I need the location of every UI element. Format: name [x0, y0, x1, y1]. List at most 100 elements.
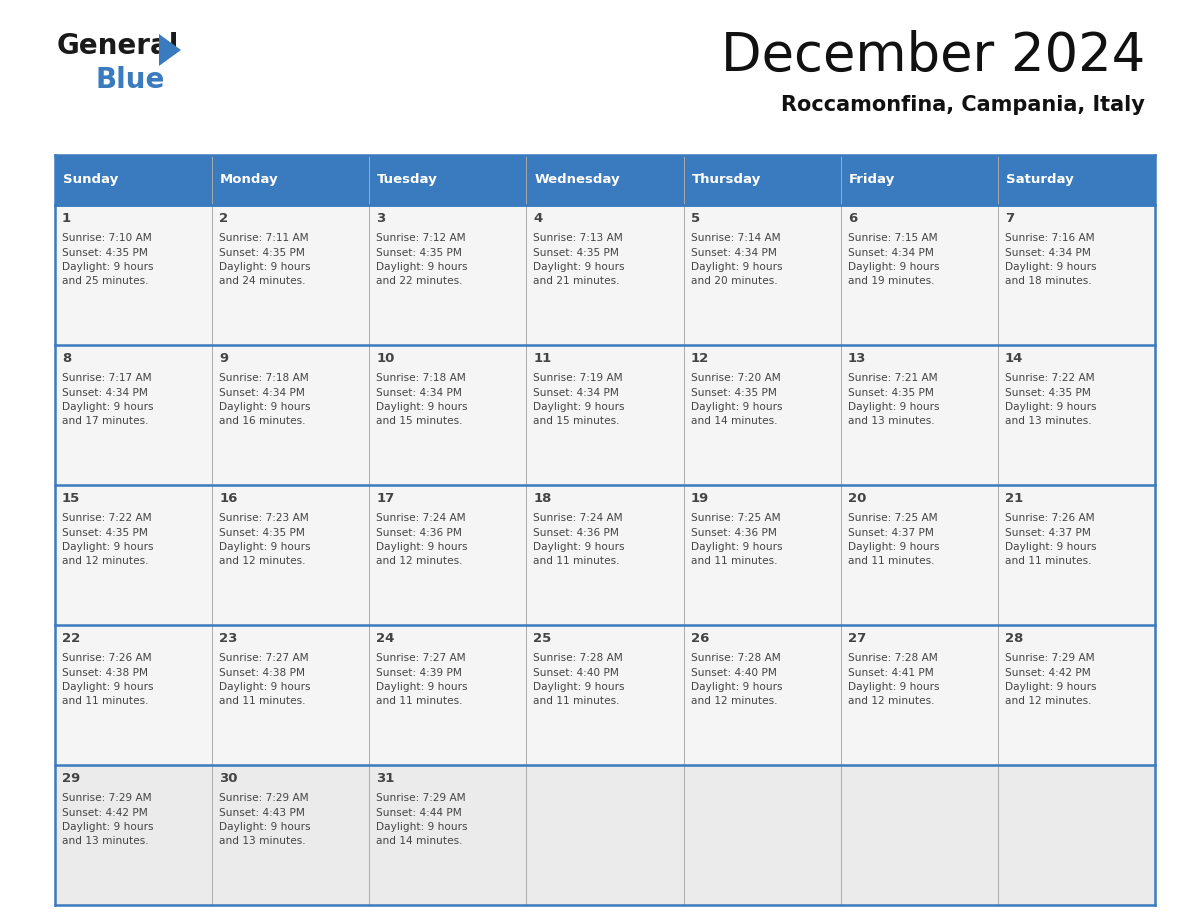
Bar [998, 155, 1155, 205]
Bar [213, 485, 369, 625]
Text: 7: 7 [1005, 212, 1015, 225]
Text: Sunset: 4:34 PM: Sunset: 4:34 PM [1005, 248, 1091, 258]
Bar [213, 625, 369, 765]
Bar [841, 205, 998, 345]
Text: Sunset: 4:36 PM: Sunset: 4:36 PM [690, 528, 777, 538]
Text: Sunrise: 7:11 AM: Sunrise: 7:11 AM [219, 233, 309, 243]
Text: Sunset: 4:35 PM: Sunset: 4:35 PM [848, 387, 934, 397]
Bar [526, 765, 683, 905]
Text: and 11 minutes.: and 11 minutes. [848, 556, 934, 566]
Text: and 20 minutes.: and 20 minutes. [690, 276, 777, 286]
Text: Sunset: 4:42 PM: Sunset: 4:42 PM [1005, 667, 1091, 677]
Bar [369, 765, 526, 905]
Bar [526, 155, 683, 205]
Text: Sunset: 4:41 PM: Sunset: 4:41 PM [848, 667, 934, 677]
Text: 23: 23 [219, 632, 238, 645]
Text: and 16 minutes.: and 16 minutes. [219, 417, 305, 427]
Bar [841, 485, 998, 625]
Text: Sunset: 4:35 PM: Sunset: 4:35 PM [62, 528, 147, 538]
Text: 14: 14 [1005, 352, 1023, 365]
Bar [369, 485, 526, 625]
Text: Daylight: 9 hours: Daylight: 9 hours [533, 542, 625, 552]
Text: Sunset: 4:38 PM: Sunset: 4:38 PM [219, 667, 305, 677]
Text: Daylight: 9 hours: Daylight: 9 hours [848, 682, 940, 692]
Text: 9: 9 [219, 352, 228, 365]
Bar [841, 345, 998, 485]
Text: Sunrise: 7:21 AM: Sunrise: 7:21 AM [848, 373, 937, 383]
Text: Daylight: 9 hours: Daylight: 9 hours [62, 402, 153, 412]
Text: and 13 minutes.: and 13 minutes. [1005, 417, 1092, 427]
Text: 25: 25 [533, 632, 551, 645]
Text: Sunset: 4:35 PM: Sunset: 4:35 PM [377, 248, 462, 258]
Text: Sunrise: 7:18 AM: Sunrise: 7:18 AM [219, 373, 309, 383]
Text: and 13 minutes.: and 13 minutes. [62, 836, 148, 846]
Text: 6: 6 [848, 212, 857, 225]
Text: Daylight: 9 hours: Daylight: 9 hours [1005, 402, 1097, 412]
Text: 13: 13 [848, 352, 866, 365]
Text: Daylight: 9 hours: Daylight: 9 hours [219, 542, 310, 552]
Bar [683, 345, 841, 485]
Text: Daylight: 9 hours: Daylight: 9 hours [62, 822, 153, 832]
Bar [55, 765, 213, 905]
Text: Sunrise: 7:25 AM: Sunrise: 7:25 AM [690, 513, 781, 523]
Text: Sunset: 4:36 PM: Sunset: 4:36 PM [533, 528, 619, 538]
Text: Daylight: 9 hours: Daylight: 9 hours [690, 262, 782, 272]
Text: Daylight: 9 hours: Daylight: 9 hours [848, 542, 940, 552]
Text: Sunrise: 7:18 AM: Sunrise: 7:18 AM [377, 373, 466, 383]
Text: Sunset: 4:34 PM: Sunset: 4:34 PM [533, 387, 619, 397]
Text: Sunset: 4:40 PM: Sunset: 4:40 PM [533, 667, 619, 677]
Bar [55, 485, 213, 625]
Text: Roccamonfina, Campania, Italy: Roccamonfina, Campania, Italy [782, 95, 1145, 115]
Text: Daylight: 9 hours: Daylight: 9 hours [62, 262, 153, 272]
Text: Sunrise: 7:27 AM: Sunrise: 7:27 AM [377, 653, 466, 663]
Text: Sunset: 4:34 PM: Sunset: 4:34 PM [219, 387, 305, 397]
Text: Sunset: 4:44 PM: Sunset: 4:44 PM [377, 808, 462, 818]
Bar [683, 485, 841, 625]
Text: Sunset: 4:34 PM: Sunset: 4:34 PM [848, 248, 934, 258]
Text: Sunrise: 7:23 AM: Sunrise: 7:23 AM [219, 513, 309, 523]
Text: Daylight: 9 hours: Daylight: 9 hours [848, 262, 940, 272]
Text: 27: 27 [848, 632, 866, 645]
Text: 26: 26 [690, 632, 709, 645]
Text: Sunrise: 7:24 AM: Sunrise: 7:24 AM [533, 513, 623, 523]
Text: Daylight: 9 hours: Daylight: 9 hours [690, 682, 782, 692]
Text: Sunrise: 7:12 AM: Sunrise: 7:12 AM [377, 233, 466, 243]
Bar [213, 345, 369, 485]
Bar [369, 345, 526, 485]
Text: Sunset: 4:38 PM: Sunset: 4:38 PM [62, 667, 148, 677]
Text: December 2024: December 2024 [721, 30, 1145, 82]
Text: Daylight: 9 hours: Daylight: 9 hours [848, 402, 940, 412]
Bar [213, 205, 369, 345]
Text: Daylight: 9 hours: Daylight: 9 hours [377, 542, 468, 552]
Text: 12: 12 [690, 352, 709, 365]
Text: Daylight: 9 hours: Daylight: 9 hours [219, 262, 310, 272]
Text: Wednesday: Wednesday [535, 174, 620, 186]
Text: Sunrise: 7:26 AM: Sunrise: 7:26 AM [1005, 513, 1094, 523]
Bar [683, 765, 841, 905]
Text: 30: 30 [219, 772, 238, 785]
Text: 22: 22 [62, 632, 81, 645]
Text: 3: 3 [377, 212, 386, 225]
Text: Daylight: 9 hours: Daylight: 9 hours [533, 262, 625, 272]
Text: Monday: Monday [220, 174, 279, 186]
Bar [841, 625, 998, 765]
Text: and 11 minutes.: and 11 minutes. [219, 697, 305, 707]
Text: and 11 minutes.: and 11 minutes. [377, 697, 463, 707]
Text: and 13 minutes.: and 13 minutes. [219, 836, 305, 846]
Text: Sunrise: 7:27 AM: Sunrise: 7:27 AM [219, 653, 309, 663]
Text: Sunset: 4:35 PM: Sunset: 4:35 PM [219, 528, 305, 538]
Text: Blue: Blue [95, 66, 164, 94]
Text: 19: 19 [690, 492, 709, 505]
Text: 18: 18 [533, 492, 551, 505]
Text: 20: 20 [848, 492, 866, 505]
Text: and 25 minutes.: and 25 minutes. [62, 276, 148, 286]
Bar [55, 155, 213, 205]
Text: Sunset: 4:35 PM: Sunset: 4:35 PM [533, 248, 619, 258]
Text: and 12 minutes.: and 12 minutes. [690, 697, 777, 707]
Text: Sunrise: 7:16 AM: Sunrise: 7:16 AM [1005, 233, 1094, 243]
Text: and 14 minutes.: and 14 minutes. [690, 417, 777, 427]
Text: 17: 17 [377, 492, 394, 505]
Text: 24: 24 [377, 632, 394, 645]
Text: Sunset: 4:34 PM: Sunset: 4:34 PM [377, 387, 462, 397]
Text: and 11 minutes.: and 11 minutes. [533, 556, 620, 566]
